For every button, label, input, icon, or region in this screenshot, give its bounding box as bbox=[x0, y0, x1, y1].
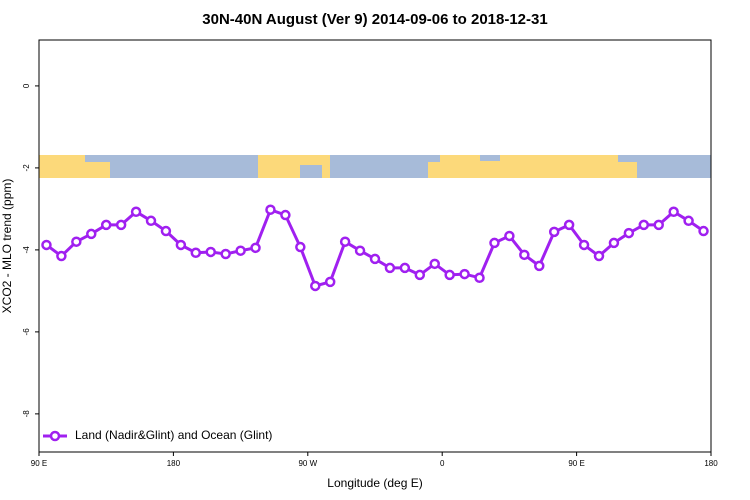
point bbox=[235, 245, 246, 256]
point bbox=[324, 276, 336, 288]
point bbox=[638, 219, 650, 231]
x-tick-label: 0 bbox=[440, 459, 445, 468]
point bbox=[205, 246, 216, 258]
point bbox=[369, 253, 381, 265]
chart-title: 30N-40N August (Ver 9) 2014-09-06 to 201… bbox=[202, 11, 547, 28]
point bbox=[459, 268, 470, 280]
x-tick-label: 90 W bbox=[298, 459, 317, 468]
x-axis-label: Longitude (deg E) bbox=[327, 476, 422, 490]
legend-label: Land (Nadir&Glint) and Ocean (Glint) bbox=[75, 428, 272, 442]
point bbox=[399, 262, 411, 274]
y-tick-label: -6 bbox=[22, 328, 31, 336]
point bbox=[519, 249, 530, 261]
point bbox=[548, 226, 560, 238]
point bbox=[534, 260, 545, 272]
point bbox=[145, 215, 157, 227]
point bbox=[683, 215, 694, 227]
series-line bbox=[45, 207, 705, 288]
point bbox=[608, 237, 620, 249]
point bbox=[384, 262, 396, 274]
point bbox=[190, 247, 202, 259]
point bbox=[310, 280, 321, 292]
point bbox=[265, 204, 276, 215]
point bbox=[220, 248, 231, 260]
point bbox=[100, 219, 112, 231]
point bbox=[280, 209, 291, 221]
point bbox=[41, 239, 52, 251]
point bbox=[160, 225, 172, 237]
point bbox=[295, 241, 306, 253]
y-tick-label: 0 bbox=[22, 83, 31, 88]
point bbox=[578, 239, 590, 251]
point bbox=[339, 236, 351, 247]
legend-marker bbox=[49, 430, 61, 442]
y-tick-label: -4 bbox=[22, 246, 31, 254]
point bbox=[504, 230, 515, 242]
y-axis-label: XCO2 - MLO trend (ppm) bbox=[0, 179, 14, 314]
point bbox=[250, 242, 261, 254]
point bbox=[653, 219, 664, 231]
plot-frame bbox=[38, 39, 712, 453]
point bbox=[474, 272, 485, 284]
y-tick-label: -2 bbox=[22, 164, 31, 172]
point bbox=[86, 228, 97, 240]
point bbox=[563, 219, 575, 231]
x-tick-label: 180 bbox=[704, 459, 718, 468]
x-tick-label: 90 E bbox=[568, 459, 584, 468]
point bbox=[429, 258, 440, 270]
point bbox=[175, 239, 187, 251]
map-band bbox=[39, 155, 711, 178]
point bbox=[444, 269, 455, 281]
point bbox=[115, 219, 127, 231]
point bbox=[489, 237, 500, 249]
point bbox=[668, 206, 679, 218]
point bbox=[698, 225, 709, 237]
point bbox=[354, 245, 366, 256]
point bbox=[71, 236, 82, 247]
x-tick-label: 180 bbox=[167, 459, 181, 468]
y-tick-label: -8 bbox=[22, 410, 31, 418]
point bbox=[56, 250, 67, 262]
point bbox=[414, 269, 426, 281]
point bbox=[623, 227, 635, 239]
x-tick-label: 90 E bbox=[31, 459, 47, 468]
point bbox=[593, 250, 605, 262]
point bbox=[130, 206, 142, 218]
